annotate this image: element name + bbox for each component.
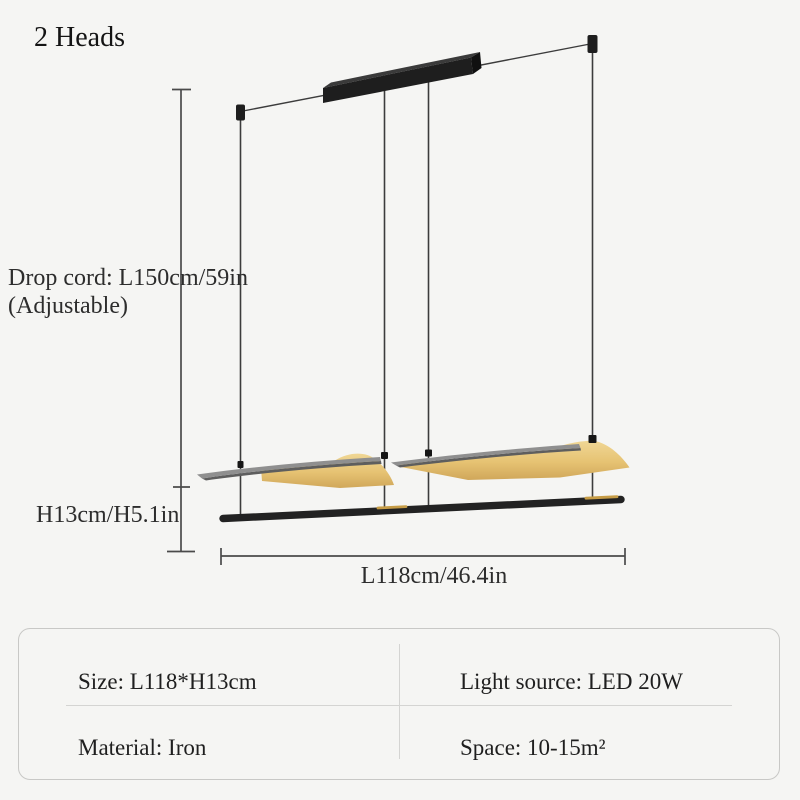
shade-right-blade: [391, 444, 581, 466]
drop-cord-label-line1: Drop cord: L150cm/59in: [8, 265, 248, 291]
cord-attachments: [237, 435, 597, 468]
canopy-side-face: [471, 52, 482, 74]
cord-connector-left: [236, 104, 245, 121]
lamp-shade-left: [197, 453, 394, 488]
spec-material: Material: Iron: [78, 735, 207, 760]
cord-connector-right: [587, 35, 598, 53]
light-tube: [219, 495, 625, 523]
spec-light-source: Light source: LED 20W: [460, 669, 683, 694]
height-dimension-label: H13cm/H5.1in: [36, 502, 180, 528]
attachment-mid-right: [425, 449, 432, 457]
length-dimension-label: L118cm/46.4in: [360, 563, 508, 589]
pendant-lamp-illustration: [167, 35, 630, 565]
suspension-cords: [239, 43, 594, 517]
dimension-lines: [167, 88, 626, 565]
spec-table: Size: L118*H13cm Light source: LED 20W M…: [18, 628, 780, 780]
spec-size: Size: L118*H13cm: [78, 669, 257, 694]
attachment-right: [588, 435, 597, 443]
tube-gold-accent-middle: [376, 505, 408, 510]
shade-left-blade-edge: [202, 461, 382, 481]
drop-cord-dimension-label: Drop cord: L150cm/59in (Adjustable): [8, 264, 248, 320]
drop-cord-label-line2: (Adjustable): [8, 293, 128, 319]
attachment-left: [237, 461, 244, 468]
spec-space: Space: 10-15m²: [460, 735, 606, 760]
canopy-bar: [323, 52, 482, 103]
tube-body: [219, 495, 625, 523]
canopy-top-face: [323, 52, 480, 88]
attachment-mid-left: [381, 452, 388, 459]
canopy-front-face: [323, 57, 473, 103]
page-title: 2 Heads: [34, 22, 125, 53]
spec-table-horizontal-divider: [66, 705, 732, 706]
lamp-shade-right: [391, 440, 630, 480]
shade-right-blade-edge: [396, 448, 581, 468]
spec-table-vertical-divider: [399, 644, 400, 759]
shade-left-blade: [197, 457, 381, 479]
tube-gold-accent-right: [584, 495, 619, 500]
